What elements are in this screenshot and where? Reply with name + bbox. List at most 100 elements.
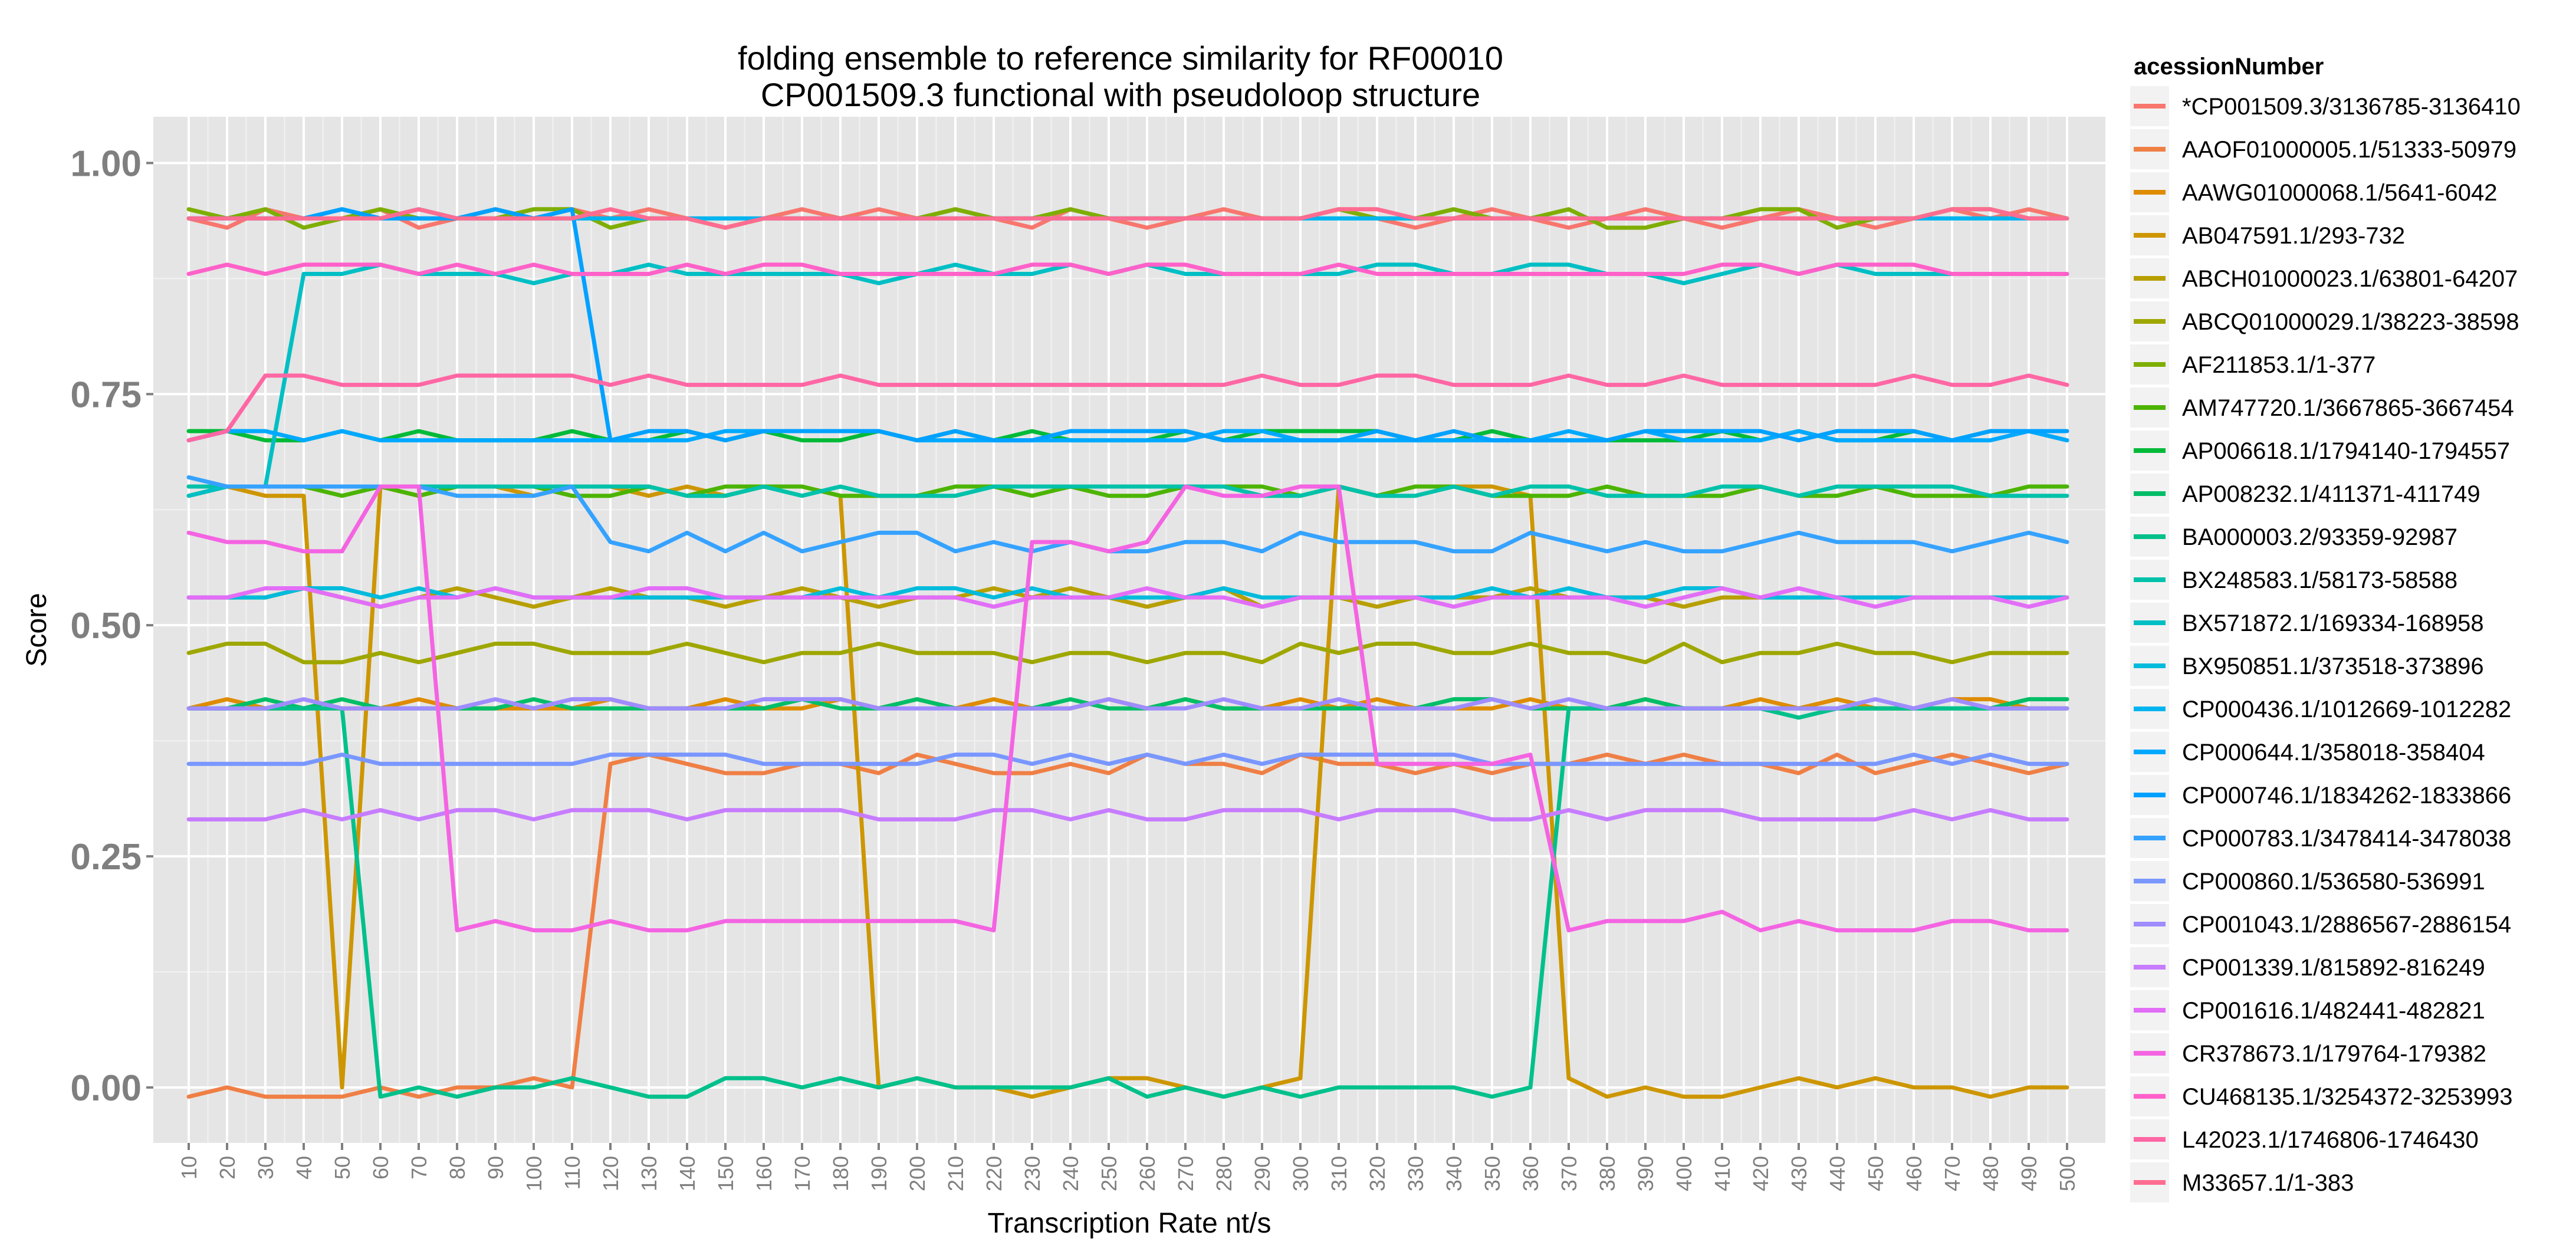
series-line-24	[186, 262, 2069, 276]
x-tick-label: 340	[1442, 1156, 1466, 1191]
x-tick-label: 400	[1672, 1156, 1696, 1191]
legend-label: CP001339.1/815892-816249	[2182, 955, 2485, 981]
x-tick-label: 270	[1174, 1156, 1198, 1191]
x-axis-label: Transcription Rate nt/s	[987, 1208, 1271, 1239]
series-lines	[186, 207, 2069, 1099]
minor-gridlines	[153, 117, 2105, 1143]
legend-label: CP001043.1/2886567-2886154	[2182, 912, 2511, 938]
y-axis: 0.00 0.25 0.50 0.75 1.00	[70, 143, 153, 1109]
x-tick-label: 440	[1825, 1156, 1849, 1191]
x-tick-label: 290	[1250, 1156, 1274, 1191]
major-gridlines	[153, 117, 2105, 1143]
y-tick-label: 1.00	[70, 143, 142, 184]
x-tick-label: 50	[330, 1156, 354, 1179]
y-tick-label: 0.75	[70, 374, 142, 415]
y-tick-label: 0.25	[70, 837, 142, 878]
legend-items: *CP001509.3/3136785-3136410 AAOF01000005.…	[2130, 86, 2521, 1202]
series-line-21	[186, 808, 2069, 822]
x-tick-label: 360	[1519, 1156, 1543, 1191]
series-line-16	[186, 429, 2069, 443]
x-tick-label: 240	[1059, 1156, 1083, 1191]
x-tick-label: 330	[1404, 1156, 1428, 1191]
x-tick-label: 90	[484, 1156, 508, 1179]
x-tick-label: 500	[2055, 1156, 2079, 1191]
legend-label: AAWG01000068.1/5641-6042	[2182, 180, 2497, 206]
x-tick-label: 60	[369, 1156, 393, 1179]
x-tick-label: 380	[1595, 1156, 1619, 1191]
legend-label: AF211853.1/1-377	[2182, 352, 2375, 378]
x-tick-label: 370	[1557, 1156, 1581, 1191]
x-tick-label: 230	[1020, 1156, 1044, 1191]
y-axis-label: Score	[21, 593, 52, 666]
legend-label: AP008232.1/411371-411749	[2182, 481, 2480, 507]
legend-label: L42023.1/1746806-1746430	[2182, 1127, 2479, 1153]
x-tick-label: 100	[522, 1156, 546, 1191]
legend-label: CP000860.1/536580-536991	[2182, 869, 2485, 895]
x-tick-label: 190	[867, 1156, 891, 1191]
x-tick-label: 130	[637, 1156, 661, 1191]
x-tick-label: 390	[1634, 1156, 1658, 1191]
chart-title-line-1: folding ensemble to reference similarity…	[738, 40, 1503, 77]
chart-title-line-2: CP001509.3 functional with pseudoloop st…	[761, 76, 1480, 113]
series-line-22	[186, 586, 2069, 609]
x-tick-label: 20	[215, 1156, 239, 1179]
series-line-20	[186, 697, 2069, 711]
x-tick-label: 490	[2017, 1156, 2041, 1191]
y-tick-label: 0.50	[70, 606, 142, 646]
x-tick-label: 140	[675, 1156, 699, 1191]
x-tick-label: 480	[1979, 1156, 2003, 1191]
legend-label: ABCH01000023.1/63801-64207	[2182, 266, 2518, 292]
x-tick-label: 150	[714, 1156, 738, 1191]
series-line-6	[186, 642, 2069, 665]
x-tick-label: 170	[790, 1156, 814, 1191]
legend-label: CP000436.1/1012669-1012282	[2182, 696, 2511, 722]
x-tick-label: 120	[599, 1156, 623, 1191]
series-line-18	[186, 475, 2069, 554]
x-tick-label: 470	[1940, 1156, 1964, 1191]
legend: acessionNumber *CP001509.3/3136785-31364…	[2130, 54, 2521, 1202]
x-tick-label: 460	[1902, 1156, 1926, 1191]
series-line-19	[186, 753, 2069, 766]
y-tick-label: 0.00	[70, 1068, 142, 1109]
legend-label: CP001616.1/482441-482821	[2182, 998, 2485, 1024]
x-tick-label: 250	[1097, 1156, 1121, 1191]
legend-label: CR378673.1/179764-179382	[2182, 1041, 2486, 1067]
x-tick-label: 10	[177, 1156, 201, 1179]
legend-label: CP000783.1/3478414-3478038	[2182, 826, 2511, 852]
x-tick-label: 310	[1327, 1156, 1351, 1191]
x-tick-label: 320	[1365, 1156, 1389, 1191]
legend-label: AM747720.1/3667865-3667454	[2182, 395, 2514, 421]
x-tick-label: 410	[1710, 1156, 1734, 1191]
x-tick-label: 210	[944, 1156, 968, 1191]
x-tick-label: 420	[1749, 1156, 1773, 1191]
legend-label: BA000003.2/93359-92987	[2182, 524, 2457, 550]
x-tick-label: 350	[1480, 1156, 1504, 1191]
x-tick-label: 200	[905, 1156, 929, 1191]
x-tick-label: 110	[560, 1156, 584, 1190]
legend-label: BX571872.1/169334-168958	[2182, 610, 2484, 636]
x-axis: 10 20 30 40 50 60 70 80 90 100 110 120 130 140 150 160 1…	[177, 1143, 2079, 1191]
legend-label: CU468135.1/3254372-3253993	[2182, 1084, 2513, 1110]
legend-label: BX950851.1/373518-373896	[2182, 653, 2484, 679]
x-tick-label: 450	[1864, 1156, 1888, 1191]
x-tick-label: 220	[982, 1156, 1006, 1191]
legend-label: CP000644.1/358018-358404	[2182, 740, 2485, 765]
x-tick-label: 70	[407, 1156, 431, 1179]
x-tick-label: 430	[1787, 1156, 1811, 1191]
legend-label: *CP001509.3/3136785-3136410	[2182, 94, 2521, 120]
legend-label: CP000746.1/1834262-1833866	[2182, 783, 2511, 809]
x-tick-label: 260	[1135, 1156, 1159, 1191]
legend-label: ABCQ01000029.1/38223-38598	[2182, 309, 2519, 335]
x-tick-label: 80	[445, 1156, 469, 1179]
x-tick-label: 180	[829, 1156, 853, 1191]
legend-label: M33657.1/1-383	[2182, 1170, 2354, 1196]
x-tick-label: 30	[254, 1156, 278, 1179]
legend-label: BX248583.1/58173-58588	[2182, 567, 2457, 593]
series-line-26	[186, 207, 2069, 230]
x-tick-label: 40	[292, 1156, 316, 1179]
x-tick-label: 280	[1212, 1156, 1236, 1191]
legend-label: AP006618.1/1794140-1794557	[2182, 438, 2510, 464]
x-tick-label: 300	[1289, 1156, 1313, 1191]
series-line-23	[186, 484, 2069, 932]
